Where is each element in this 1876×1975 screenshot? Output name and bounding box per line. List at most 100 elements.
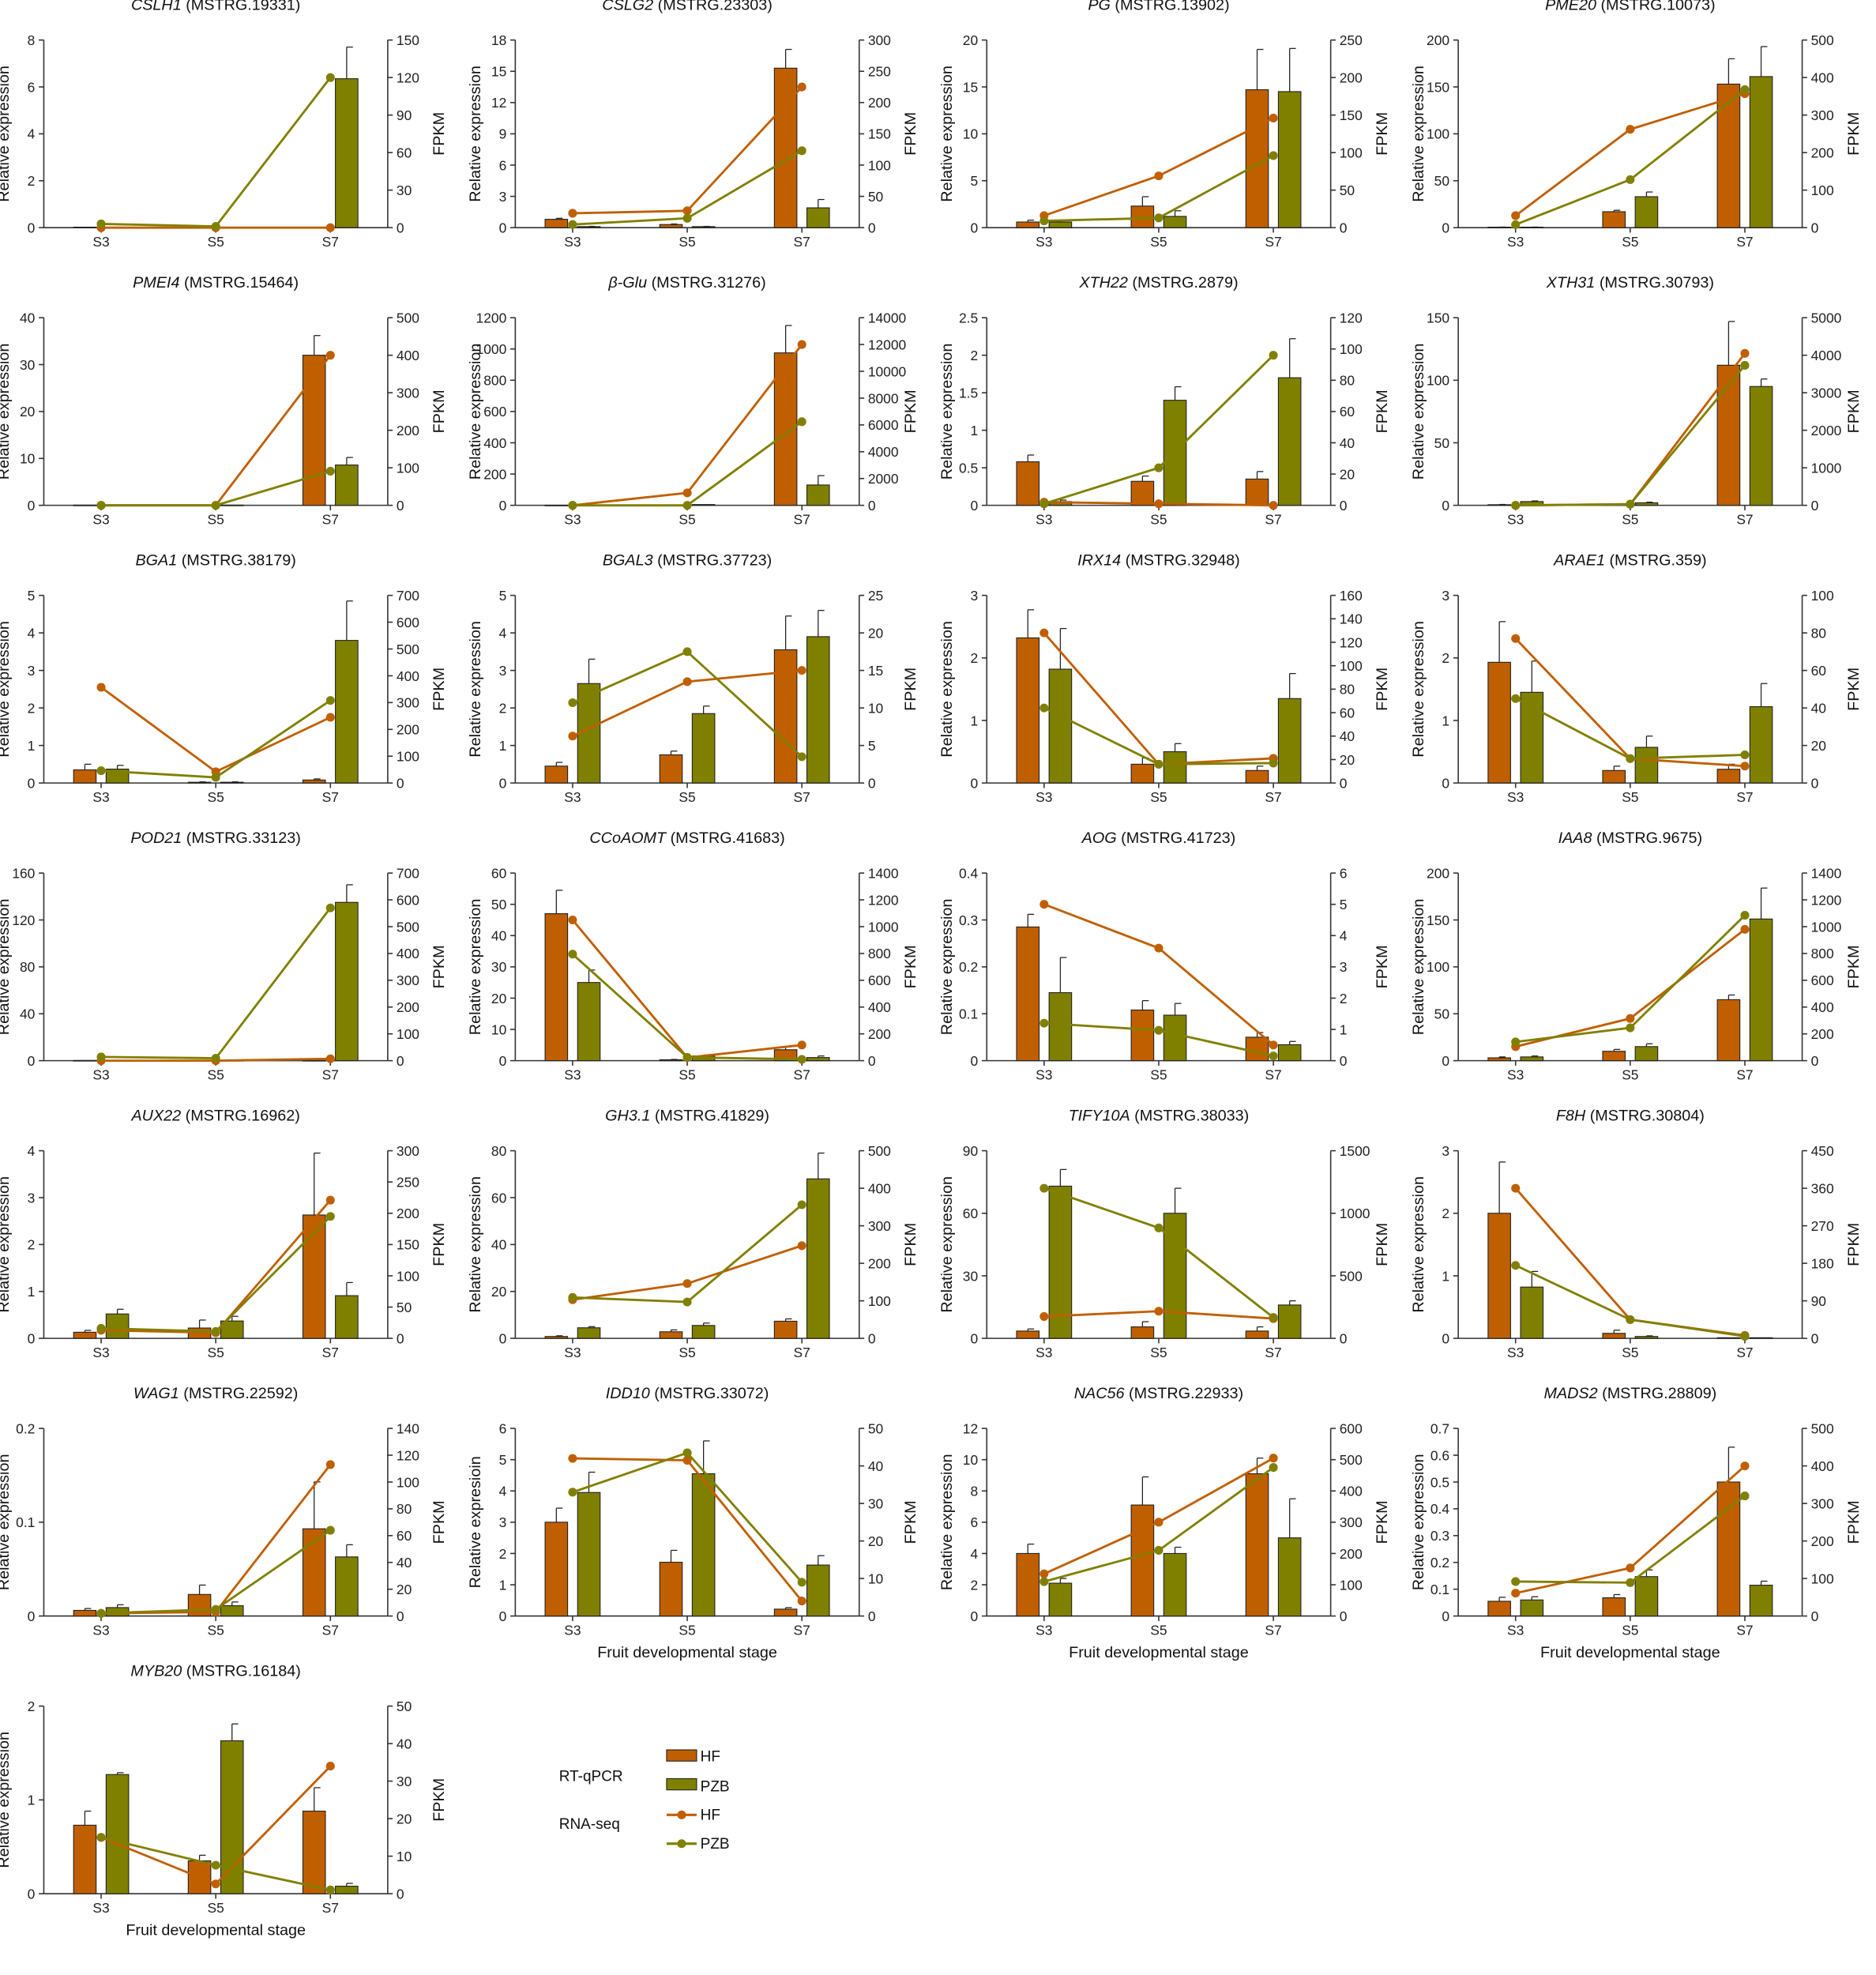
bar-pzb-s7: [806, 484, 830, 506]
point-pzb-s7: [797, 752, 806, 762]
right-tick-label: 0: [1811, 1608, 1819, 1624]
gene-id: (MSTRG.30804): [1585, 1108, 1705, 1125]
x-tick-label: S5: [208, 1622, 224, 1638]
right-tick-label: 40: [1811, 700, 1826, 716]
left-tick-label: 2: [1442, 650, 1449, 666]
bar-pzb-s5: [1163, 1213, 1187, 1339]
bar-pzb-s7: [806, 1178, 830, 1339]
right-tick-label: 0: [868, 775, 876, 791]
left-tick-label: 3: [499, 189, 507, 205]
left-tick-label: 8: [28, 32, 36, 48]
panel-title: NAC56 (MSTRG.22933): [1074, 1385, 1243, 1402]
x-tick-label: S7: [794, 1066, 810, 1082]
gene-id: (MSTRG.38179): [177, 552, 296, 570]
x-tick-label: S5: [208, 1900, 224, 1916]
left-tick-label: 0: [970, 220, 978, 235]
x-tick-label: S5: [208, 511, 224, 527]
right-tick-label: 25: [868, 588, 883, 604]
y-axis-label: Relative expression: [0, 344, 13, 480]
right-tick-label: 500: [1811, 1420, 1834, 1436]
right-tick-label: 80: [1340, 373, 1355, 389]
x-tick-label: S3: [564, 789, 581, 805]
panel-nac56: NAC56 (MSTRG.22933) 0 2 4 6 8 10 12 0 100 200 300 40…: [938, 1385, 1391, 1661]
left-tick-label: 2: [970, 650, 978, 666]
right-tick-label: 6000: [868, 417, 899, 433]
point-hf-s3: [1040, 1569, 1049, 1578]
gene-id: (MSTRG.32948): [1121, 552, 1240, 570]
legend-hf-bar-swatch: [666, 1749, 697, 1762]
legend-pzb-line-swatch: [666, 1839, 697, 1849]
left-tick-label: 12: [963, 1420, 978, 1436]
left-tick-label: 0.4: [1430, 1501, 1450, 1517]
left-tick-label: 6: [970, 1514, 978, 1530]
gene-id: (MSTRG.22592): [179, 1385, 299, 1402]
point-pzb-s3: [96, 1323, 106, 1333]
line-pzb-fpkm: [1515, 1264, 1746, 1337]
panel-pmei4: PMEI4 (MSTRG.15464)010203040010020030040…: [0, 274, 448, 527]
bar-pzb-s7: [1277, 1537, 1302, 1617]
bar-hf-s3: [544, 766, 569, 784]
point-pzb-s7: [797, 417, 806, 427]
gene-name: IDD10: [606, 1385, 650, 1402]
left-tick-label: 0.6: [1430, 1447, 1449, 1463]
point-hf-s5: [1154, 943, 1164, 953]
left-tick-label: 0: [28, 1886, 36, 1902]
x-tick-label: S7: [322, 789, 339, 805]
left-tick-label: 4: [28, 1143, 36, 1159]
right-tick-label: 0: [868, 1053, 876, 1069]
bar-hf-s3: [73, 769, 97, 784]
right-tick-label: 100: [868, 1293, 891, 1309]
point-pzb-s5: [1154, 463, 1164, 472]
bar-hf-s7: [302, 1528, 326, 1617]
left-tick-label: 12: [491, 95, 506, 111]
x-axis-label: Fruit developmental stage: [1069, 1644, 1249, 1661]
point-hf-s7: [325, 1054, 335, 1063]
x-tick-label: S5: [208, 234, 224, 250]
panel-title: ARAE1 (MSTRG.359): [1553, 552, 1706, 570]
point-pzb-s3: [96, 219, 106, 228]
right-tick-label: 500: [397, 641, 419, 657]
point-pzb-s7: [1740, 85, 1750, 94]
legend-hf-line-swatch: [666, 1810, 697, 1819]
gene-name: F8H: [1556, 1108, 1586, 1125]
point-pzb-s3: [1040, 1018, 1049, 1028]
left-tick-label: 0: [499, 775, 507, 791]
line-hf-fpkm: [1514, 638, 1746, 768]
left-tick-label: 10: [963, 1452, 978, 1468]
right-tick-label: 4: [1340, 928, 1348, 944]
point-pzb-s7: [325, 903, 335, 912]
y-axis-label: Relative expression: [938, 899, 956, 1036]
left-tick-label: 2: [499, 1546, 507, 1562]
bar-hf-s5: [1602, 211, 1626, 228]
left-tick-label: 3: [1442, 1143, 1449, 1159]
bar-hf-s3: [544, 504, 569, 506]
point-pzb-s3: [1040, 703, 1049, 713]
y-axis-label: Relative expression: [938, 1454, 956, 1591]
right-tick-label: 30: [397, 182, 412, 198]
point-pzb-s5: [1626, 175, 1635, 184]
point-pzb-s3: [1511, 1037, 1521, 1047]
right-tick-label: 600: [397, 892, 419, 908]
x-axis-label: Fruit developmental stage: [597, 1644, 777, 1661]
left-tick-label: 20: [491, 991, 506, 1006]
bar-hf-s5: [1602, 769, 1626, 784]
point-pzb-s3: [96, 1052, 106, 1062]
right-tick-label: 0: [1811, 498, 1819, 514]
x-tick-label: S5: [679, 1066, 695, 1082]
point-hf-s3: [1040, 900, 1049, 909]
right-tick-label: 0: [397, 1886, 404, 1902]
right-tick-label: 3: [1340, 959, 1348, 975]
x-tick-label: S3: [1507, 511, 1524, 527]
left-tick-label: 3: [28, 1190, 36, 1206]
gene-name: CSLG2: [602, 0, 653, 14]
x-tick-label: S3: [92, 789, 109, 805]
point-hf-s7: [325, 1762, 335, 1771]
bar-pzb-s7: [335, 465, 359, 506]
gene-id: (MSTRG.10073): [1596, 0, 1716, 14]
left-tick-label: 0: [1442, 220, 1449, 235]
left-tick-label: 2: [1442, 1206, 1449, 1221]
right-tick-label: 0: [1340, 775, 1348, 791]
x-tick-label: S5: [1150, 234, 1167, 250]
right-tick-label: 500: [1340, 1452, 1363, 1468]
